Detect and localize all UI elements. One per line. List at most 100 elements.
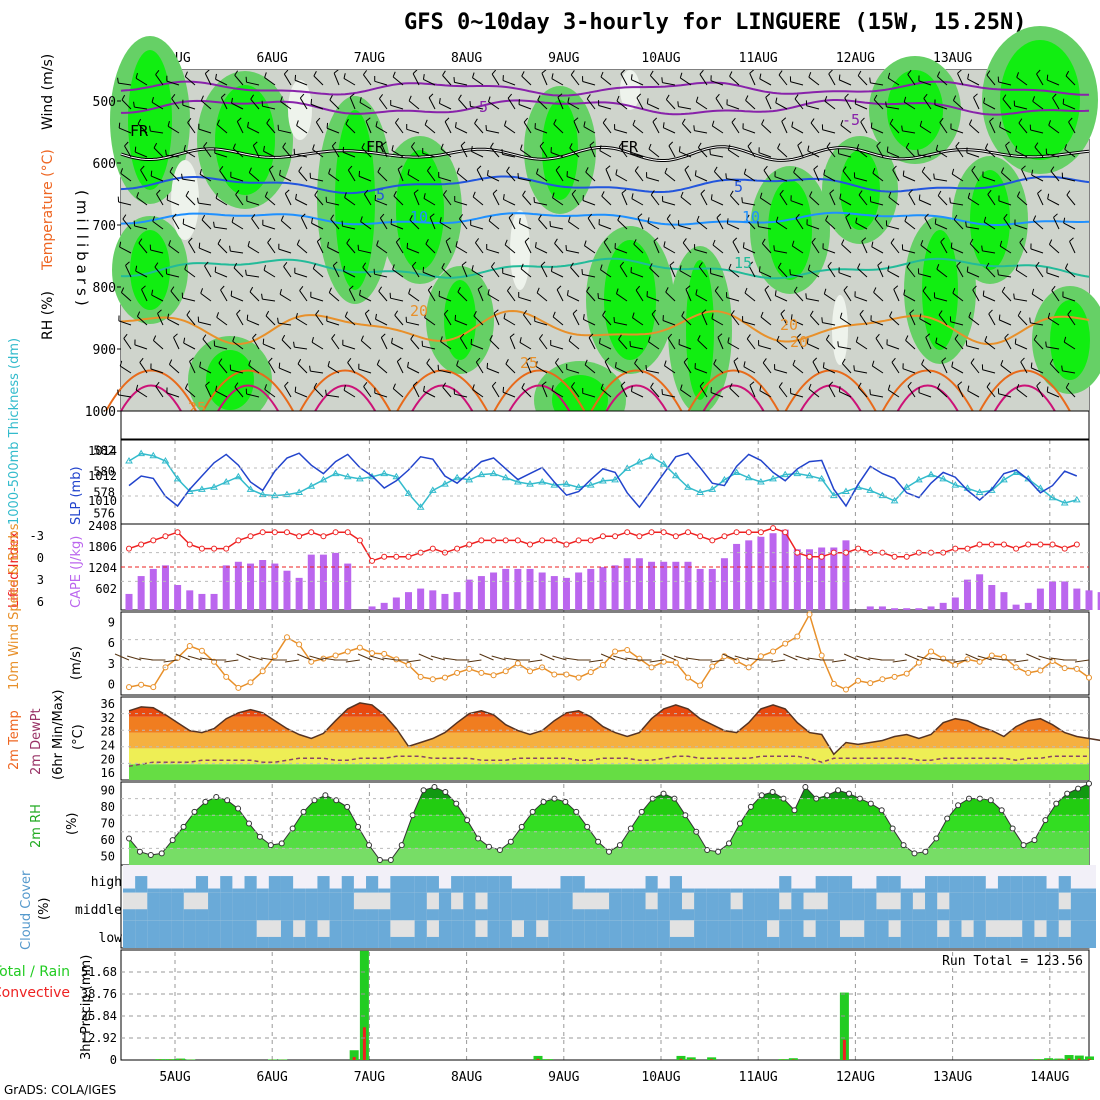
wind-barb (392, 383, 404, 398)
contour-label: 20 (410, 302, 428, 320)
wind-barb (758, 340, 772, 350)
wind-barb-shaft (492, 193, 500, 206)
wind-speed-series-point (988, 652, 995, 659)
wind-barb-shaft (989, 121, 996, 134)
wind-barb-flag (265, 310, 270, 317)
wind-barb (473, 311, 484, 326)
wind-barb-shaft (1048, 124, 1060, 134)
wind-barb (234, 70, 244, 86)
cloud-cell (390, 892, 404, 921)
wind-barb-shaft (934, 297, 948, 302)
wind-barb-shaft (827, 266, 836, 278)
wind-barb-flag (663, 360, 667, 366)
wind-barb-flag (213, 221, 215, 228)
precip-bar (1054, 1058, 1064, 1060)
cloud-cell (925, 892, 939, 921)
wind-barb-shaft (678, 225, 692, 230)
wind-barb (1064, 263, 1076, 278)
wind-barb-shaft (349, 96, 356, 110)
cape-bar (186, 590, 194, 610)
wind-barb-flag (859, 309, 864, 315)
wind-barb (283, 69, 292, 86)
cape-bar (210, 593, 218, 610)
wind-barb-shaft (520, 149, 532, 158)
wind-barb (822, 362, 836, 374)
precip-bar (1033, 1059, 1043, 1060)
wind-barb-flag (1031, 288, 1035, 295)
wind-barb-flag (364, 309, 370, 314)
date-label-top: 12AUG (836, 51, 875, 66)
wind-barb-flag (551, 73, 554, 79)
wind-barb (730, 310, 740, 326)
cape-bar (222, 565, 230, 610)
cape-bar (575, 572, 583, 610)
thickness-series-point (817, 474, 826, 482)
wind-barb-shaft (806, 224, 820, 230)
lifted-index-series-point (235, 537, 242, 544)
wind-barb-flag (645, 365, 647, 371)
wind-barb-flag (902, 363, 904, 369)
wind-barb (183, 337, 196, 350)
wind-barb (1004, 333, 1012, 350)
wind-barb (940, 237, 948, 254)
wind-barb (618, 142, 628, 158)
wind-barb (565, 245, 580, 254)
slp-ylabel-left: 1000-500mb Thickness (dm) (7, 338, 22, 525)
wind-barb-shaft (138, 242, 148, 254)
wind-barb-shaft (201, 219, 212, 230)
wind-barb (252, 141, 260, 158)
wind-barb (220, 93, 228, 110)
rh2m-point (638, 808, 645, 815)
wind-barb-shaft (439, 222, 452, 230)
wind-barb-shaft (924, 217, 932, 230)
wind-barb (391, 145, 404, 158)
wind-barb-flag (187, 117, 192, 123)
wind-barb-flag (293, 148, 296, 155)
cloud-cell-bg (609, 865, 623, 893)
wind-barb-flag (677, 101, 679, 107)
wind-barb-flag (630, 148, 632, 154)
wind-barb-shaft (1001, 172, 1012, 182)
wind-barb (347, 357, 356, 374)
wind-barb (602, 310, 612, 326)
wind-barb-flag (492, 189, 498, 194)
wind-barb-shaft (646, 369, 660, 374)
wind-barb-flag (823, 169, 826, 175)
wind-barb-flag (838, 74, 841, 80)
wind-barb-shaft (182, 223, 196, 230)
wind-barb-shaft (347, 362, 356, 374)
lifted-index-series-point (514, 537, 521, 544)
wind-barb-shaft (839, 79, 852, 86)
wind-barb (985, 262, 996, 278)
rh-band-low (620, 70, 640, 110)
wind-barb-shaft (918, 80, 932, 86)
precip-bar (155, 1059, 165, 1060)
wind-barb-flag (918, 387, 920, 393)
wind-barb (923, 93, 932, 110)
thickness-series-point (1000, 475, 1008, 483)
wind-barb-flag (283, 261, 288, 267)
wind-barb (789, 76, 804, 86)
thickness-series-point (283, 490, 291, 498)
cloud-cell-bg (171, 865, 185, 893)
wind-barb-shaft (166, 199, 180, 206)
wind-barb-flag (442, 70, 446, 76)
wind-barb (791, 240, 804, 254)
cloud-cell (961, 892, 975, 921)
wind-barb-flag (853, 172, 856, 178)
wind-barb-flag (261, 100, 264, 107)
wind-barb (650, 382, 660, 398)
cape-bar (538, 572, 546, 610)
wind-barb (551, 192, 564, 206)
cape-bar (234, 561, 242, 610)
wind-barb-shaft (342, 151, 356, 158)
rh2m-point (475, 835, 482, 842)
wind-barb-shaft (1030, 322, 1044, 326)
rh2m-point (726, 840, 732, 847)
cloud-cell (997, 892, 1011, 921)
wind-barb (604, 357, 612, 374)
wind-barb (296, 120, 308, 134)
wind-barb-flag (375, 313, 377, 320)
wind-barb (936, 263, 948, 278)
